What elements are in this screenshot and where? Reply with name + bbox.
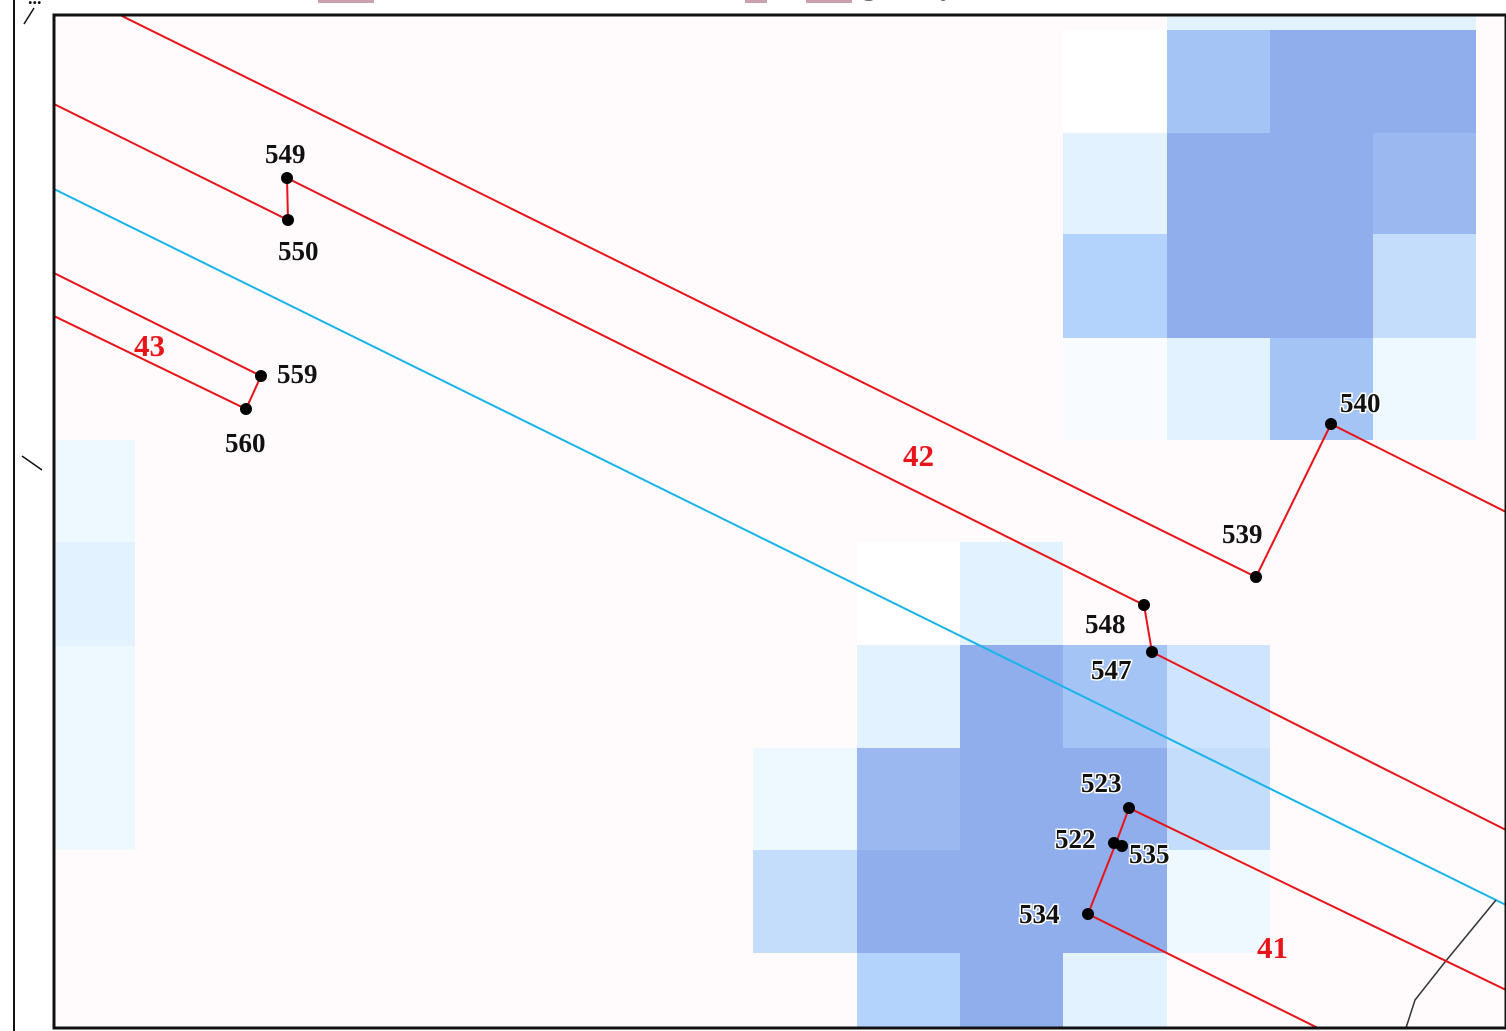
frame-tick (21, 455, 43, 471)
map-canvas[interactable]: 549 550 559 560 540 539 548 547 523 522 … (54, 15, 1506, 1031)
point-550 (282, 214, 294, 226)
label-523: 523 (1081, 768, 1122, 798)
point-534 (1082, 908, 1094, 920)
boundary-line (1405, 899, 1497, 1028)
river-line (54, 188, 1506, 906)
label-550: 550 (278, 236, 319, 266)
point-labels: 549 550 559 560 540 539 548 547 523 522 … (225, 139, 1382, 931)
point-540 (1325, 418, 1337, 430)
map-header: ... (28, 0, 946, 8)
parcel-43[interactable] (54, 272, 263, 411)
frame-tick (23, 7, 35, 25)
legend-swatch (318, 0, 374, 3)
point-535 (1116, 840, 1128, 852)
label-559: 559 (277, 359, 318, 389)
point-549 (281, 172, 293, 184)
label-547: 547 (1091, 655, 1132, 685)
point-560 (240, 403, 252, 415)
label-539: 539 (1222, 519, 1263, 549)
point-547 (1146, 646, 1158, 658)
parcel-label-41: 41 (1257, 930, 1288, 965)
legend-swatch (806, 0, 852, 3)
point-523 (1123, 802, 1135, 814)
point-539 (1250, 571, 1262, 583)
label-548: 548 (1085, 609, 1126, 639)
map-border (52, 13, 1506, 1030)
label-522: 522 (1055, 824, 1096, 854)
label-560: 560 (225, 428, 266, 458)
vertex-points[interactable] (240, 172, 1337, 920)
parcel-label-42: 42 (903, 438, 934, 473)
label-540: 540 (1340, 388, 1381, 418)
label-534: 534 (1019, 899, 1060, 929)
raster-layer (54, 15, 1476, 1028)
legend-swatch (745, 0, 767, 3)
parcel-42[interactable] (54, 15, 1506, 831)
header-text: ... (28, 0, 42, 8)
label-549: 549 (265, 139, 306, 169)
point-548 (1138, 599, 1150, 611)
label-535: 535 (1129, 839, 1170, 869)
parcel-label-43: 43 (134, 328, 165, 363)
point-559 (255, 370, 267, 382)
parcel-labels: 43 42 41 (134, 328, 1288, 965)
